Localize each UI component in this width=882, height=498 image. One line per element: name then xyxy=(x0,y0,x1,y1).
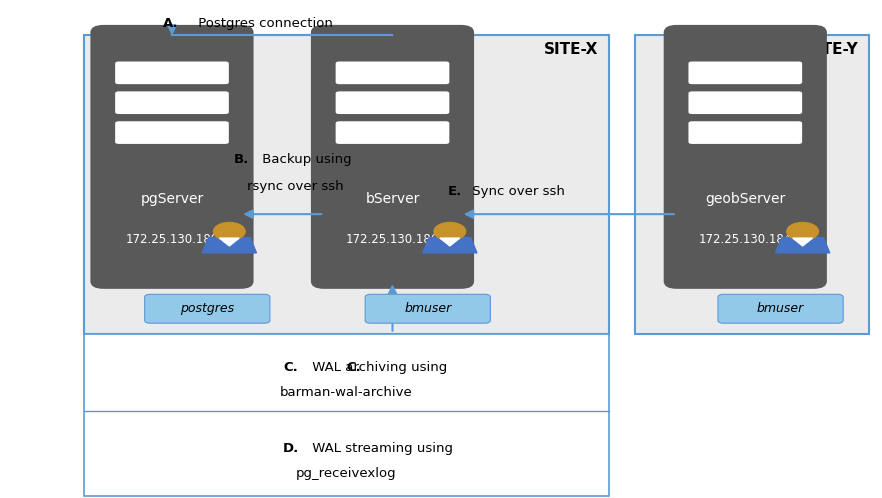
FancyBboxPatch shape xyxy=(336,121,449,144)
FancyBboxPatch shape xyxy=(718,294,843,323)
Text: Backup using: Backup using xyxy=(258,153,351,166)
FancyBboxPatch shape xyxy=(116,61,228,84)
Circle shape xyxy=(213,223,245,241)
FancyBboxPatch shape xyxy=(663,25,826,289)
FancyBboxPatch shape xyxy=(336,61,449,84)
FancyBboxPatch shape xyxy=(310,25,475,289)
FancyBboxPatch shape xyxy=(635,35,869,334)
Polygon shape xyxy=(775,238,830,253)
Text: 172.25.130.186: 172.25.130.186 xyxy=(346,233,439,246)
FancyBboxPatch shape xyxy=(84,334,609,496)
FancyBboxPatch shape xyxy=(689,91,802,114)
Text: C.: C. xyxy=(346,361,361,374)
Text: postgres: postgres xyxy=(180,302,235,315)
FancyBboxPatch shape xyxy=(116,91,228,114)
FancyBboxPatch shape xyxy=(116,121,228,144)
FancyBboxPatch shape xyxy=(91,25,254,289)
Text: WAL streaming using: WAL streaming using xyxy=(308,442,452,455)
FancyBboxPatch shape xyxy=(689,121,802,144)
FancyBboxPatch shape xyxy=(336,91,449,114)
Text: Sync over ssh: Sync over ssh xyxy=(468,185,565,198)
Text: WAL archiving using: WAL archiving using xyxy=(308,361,447,374)
FancyBboxPatch shape xyxy=(84,35,609,334)
Text: A.: A. xyxy=(163,17,179,30)
FancyBboxPatch shape xyxy=(689,61,802,84)
Text: pgServer: pgServer xyxy=(140,192,204,206)
Polygon shape xyxy=(440,238,460,246)
Text: E.: E. xyxy=(448,185,462,198)
Text: rsync over ssh: rsync over ssh xyxy=(247,180,344,193)
Text: 172.25.130.184: 172.25.130.184 xyxy=(699,233,792,246)
Text: C.: C. xyxy=(283,361,298,374)
Text: geobServer: geobServer xyxy=(706,192,785,206)
Polygon shape xyxy=(202,238,257,253)
Text: pg_receivexlog: pg_receivexlog xyxy=(295,467,397,480)
Circle shape xyxy=(787,223,818,241)
Polygon shape xyxy=(422,238,477,253)
Text: SITE-X: SITE-X xyxy=(543,42,598,57)
Text: SITE-Y: SITE-Y xyxy=(805,42,858,57)
FancyBboxPatch shape xyxy=(365,294,490,323)
Text: bmuser: bmuser xyxy=(757,302,804,315)
Text: bmuser: bmuser xyxy=(404,302,452,315)
Text: Postgres connection: Postgres connection xyxy=(194,17,333,30)
FancyBboxPatch shape xyxy=(145,294,270,323)
Text: B.: B. xyxy=(234,153,249,166)
Circle shape xyxy=(434,223,466,241)
Text: bServer: bServer xyxy=(365,192,420,206)
Polygon shape xyxy=(793,238,812,246)
Text: 172.25.130.180: 172.25.130.180 xyxy=(125,233,219,246)
Text: D.: D. xyxy=(283,442,300,455)
Text: barman-wal-archive: barman-wal-archive xyxy=(280,386,413,399)
Polygon shape xyxy=(220,238,239,246)
